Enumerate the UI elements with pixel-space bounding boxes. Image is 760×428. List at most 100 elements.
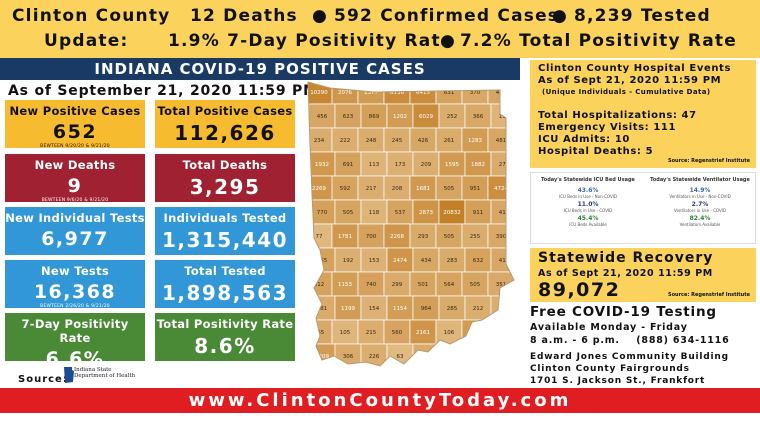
tile-new-individual-tests: New Individual Tests 6,977 xyxy=(5,207,145,255)
tile-individuals-tested: Individuals Tested 1,315,440 xyxy=(155,207,295,255)
county-case-count: 261 xyxy=(444,138,455,144)
county-cell xyxy=(409,223,437,249)
tile-total-tested: Total Tested 1,898,563 xyxy=(155,260,295,308)
tile-total-deaths: Total Deaths 3,295 xyxy=(155,154,295,202)
banner-tested: 8,239 Tested xyxy=(574,6,711,26)
hospital-subtitle: (Unique Individuals - Cumulative Data) xyxy=(542,88,711,96)
county-case-count: 481 xyxy=(496,138,507,144)
hospital-events-panel: Clinton County Hospital Events As of Sep… xyxy=(530,60,756,168)
county-case-count: 252 xyxy=(447,114,458,120)
hospital-icu-admits: ICU Admits: 10 xyxy=(538,134,630,145)
statewide-usage-panel: Today's Statewide ICU Bed Usage 43.6% IC… xyxy=(530,172,756,244)
vent-covid-pct: 2.7% xyxy=(691,201,709,208)
icu-available-pct: 45.4% xyxy=(577,215,599,222)
tile-new-deaths: New Deaths 9 BEWTEEN 9/6/20 & 9/21/20 xyxy=(5,154,145,203)
county-cell xyxy=(435,127,463,153)
county-case-count: 951 xyxy=(470,186,481,192)
county-case-count: 281 xyxy=(317,306,328,312)
footer-url[interactable]: www.ClintonCountyToday.com xyxy=(0,388,760,413)
hospital-title: Clinton County Hospital Events xyxy=(538,63,731,74)
tile-value: 1,898,563 xyxy=(161,281,289,305)
county-cell xyxy=(386,247,414,273)
county-case-count: 564 xyxy=(444,282,455,288)
county-cell xyxy=(487,82,514,105)
tile-label: 7-Day Positivity Rate xyxy=(21,317,129,345)
county-case-count: 426 xyxy=(418,138,429,144)
county-case-count: 964 xyxy=(421,306,432,312)
county-case-count: 314 xyxy=(421,354,432,360)
county-case-count: 2474 xyxy=(393,258,407,264)
testing-title: Free COVID-19 Testing xyxy=(530,304,717,320)
banner-update: Update: xyxy=(44,31,129,51)
county-case-count: 245 xyxy=(392,138,403,144)
county-cell xyxy=(412,295,440,321)
county-case-count: 212 xyxy=(473,306,484,312)
county-case-count: 255 xyxy=(470,234,481,240)
county-cell xyxy=(435,175,463,201)
county-cell xyxy=(412,103,440,129)
icu-non-covid-pct: 43.6% xyxy=(577,187,599,194)
tile-label: New Positive Cases xyxy=(9,104,141,118)
icu-covid-label: ICU Beds in Use - COVID xyxy=(563,208,613,213)
bullet-icon: ● xyxy=(552,6,569,26)
as-of-date: As of September 21, 2020 11:59 PM xyxy=(8,83,318,99)
vent-covid-label: Ventilators in Use - COVID xyxy=(674,208,726,213)
county-case-count: 225 xyxy=(499,306,510,312)
county-case-count: 306 xyxy=(343,354,354,360)
county-case-count: 770 xyxy=(317,210,328,216)
county-cell xyxy=(409,175,437,201)
county-cell xyxy=(386,199,414,225)
vent-available-label: Ventilators Available xyxy=(679,222,721,227)
county-case-count: 1153 xyxy=(338,282,352,288)
recovery-title: Statewide Recovery xyxy=(538,250,714,266)
county-case-count: 1209 xyxy=(315,354,329,360)
tile-label: New Individual Tests xyxy=(5,211,145,225)
tile-7day-positivity-rate: 7-Day Positivity Rate 6.6% BEWTEEN 9/9/2… xyxy=(5,313,145,376)
tile-label: New Tests xyxy=(40,264,110,278)
tile-total-positivity-rate: Total Positivity Rate 8.6% xyxy=(155,313,295,361)
county-case-count: 869 xyxy=(369,114,380,120)
county-case-count: 173 xyxy=(395,162,406,168)
statewide-recovery-panel: Statewide Recovery As of Sept 21, 2020 1… xyxy=(530,248,756,302)
tile-range: BEWTEEN 9/6/20 & 9/21/20 xyxy=(41,198,109,203)
county-case-count: 1199 xyxy=(341,306,355,312)
county-case-count: 612 xyxy=(314,282,325,288)
icu-available-label: ICU Beds Available xyxy=(569,222,607,227)
testing-days: Available Monday - Friday xyxy=(530,322,688,333)
county-cell xyxy=(461,223,489,249)
county-case-count: 299 xyxy=(392,282,403,288)
county-case-count: 4724 xyxy=(494,186,508,192)
county-case-count: 740 xyxy=(366,282,377,288)
vent-non-covid-label: Ventilators in Use - Non-COVID xyxy=(669,194,731,199)
tile-value: 112,626 xyxy=(174,121,276,145)
county-case-count: 700 xyxy=(366,234,377,240)
source-org-line: Department of Health xyxy=(74,373,136,379)
county-case-count: 370 xyxy=(470,90,481,96)
tile-label: Total Positivity Rate xyxy=(156,317,294,331)
vent-usage-title: Today's Statewide Ventilator Usage xyxy=(650,177,750,183)
county-case-count: 106 xyxy=(444,330,455,336)
tile-new-tests: New Tests 16,368 BEWTEEN 2/26/20 & 9/21/… xyxy=(5,260,145,309)
county-case-count: 283 xyxy=(447,258,458,264)
hospital-emergency-visits: Emergency Visits: 111 xyxy=(538,122,677,133)
county-cell xyxy=(331,127,359,153)
county-cell xyxy=(487,319,514,345)
county-cell xyxy=(331,319,359,345)
source-label: Source: xyxy=(18,374,68,385)
county-case-count: 505 xyxy=(444,186,455,192)
county-cell xyxy=(357,319,385,345)
county-cell xyxy=(357,127,385,153)
county-case-count: 456 xyxy=(317,114,328,120)
county-cell xyxy=(490,103,514,129)
banner-county: Clinton County xyxy=(12,6,171,26)
county-cell xyxy=(360,103,388,129)
county-case-count: 418 xyxy=(499,258,510,264)
county-cell xyxy=(412,343,440,366)
county-cell xyxy=(360,199,388,225)
hospital-source: Source: Regenstrief Institute xyxy=(667,158,750,164)
county-case-count: 153 xyxy=(369,258,380,264)
hospital-deaths: Hospital Deaths: 5 xyxy=(538,146,654,157)
county-case-count: 293 xyxy=(418,234,429,240)
banner-7day-rate: 1.9% 7-Day Positivity Rate xyxy=(168,31,454,51)
tile-value: 1,315,440 xyxy=(161,228,289,252)
